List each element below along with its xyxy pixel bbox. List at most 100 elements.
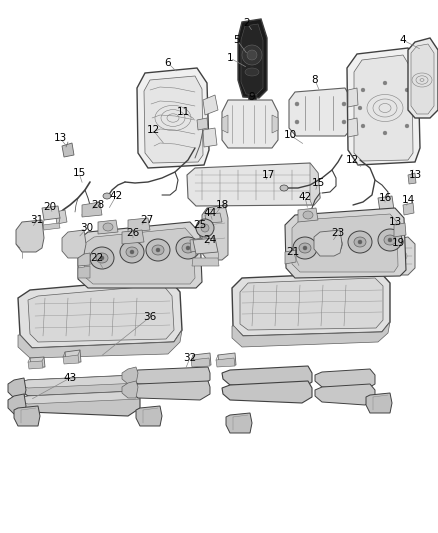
Polygon shape xyxy=(238,19,267,98)
Text: 9: 9 xyxy=(249,92,255,102)
Text: 21: 21 xyxy=(286,247,300,257)
Ellipse shape xyxy=(176,237,200,259)
Ellipse shape xyxy=(201,224,209,232)
Polygon shape xyxy=(98,220,118,234)
Polygon shape xyxy=(315,384,375,405)
Polygon shape xyxy=(43,223,60,230)
Polygon shape xyxy=(285,208,406,278)
Ellipse shape xyxy=(328,242,332,246)
Text: 30: 30 xyxy=(81,223,94,233)
Ellipse shape xyxy=(342,102,346,106)
Text: 13: 13 xyxy=(389,217,402,227)
Polygon shape xyxy=(144,76,203,163)
Text: 15: 15 xyxy=(311,178,325,188)
Ellipse shape xyxy=(182,243,194,253)
Polygon shape xyxy=(42,206,60,220)
Polygon shape xyxy=(383,237,415,275)
Polygon shape xyxy=(78,222,202,288)
Polygon shape xyxy=(347,48,420,165)
Ellipse shape xyxy=(120,241,144,263)
Polygon shape xyxy=(20,375,140,388)
Polygon shape xyxy=(20,391,140,416)
Ellipse shape xyxy=(361,124,365,128)
Text: 36: 36 xyxy=(143,312,157,322)
Text: 26: 26 xyxy=(127,228,140,238)
Polygon shape xyxy=(192,258,219,266)
Ellipse shape xyxy=(245,68,259,76)
Ellipse shape xyxy=(299,243,311,253)
Polygon shape xyxy=(376,218,392,232)
Text: 19: 19 xyxy=(392,238,405,248)
Polygon shape xyxy=(354,55,413,161)
Polygon shape xyxy=(78,253,90,266)
Polygon shape xyxy=(132,381,210,400)
Polygon shape xyxy=(82,202,102,217)
Ellipse shape xyxy=(146,239,170,261)
Polygon shape xyxy=(187,163,320,206)
Text: 4: 4 xyxy=(400,35,406,45)
Text: 10: 10 xyxy=(283,130,297,140)
Polygon shape xyxy=(137,68,209,168)
Text: 42: 42 xyxy=(110,191,123,201)
Text: 12: 12 xyxy=(146,125,159,135)
Polygon shape xyxy=(78,266,90,278)
Ellipse shape xyxy=(383,131,387,135)
Polygon shape xyxy=(248,95,257,103)
Text: 42: 42 xyxy=(298,192,311,202)
Ellipse shape xyxy=(100,256,104,260)
Polygon shape xyxy=(16,220,44,252)
Polygon shape xyxy=(222,366,312,388)
Polygon shape xyxy=(62,143,74,157)
Polygon shape xyxy=(20,375,140,400)
Polygon shape xyxy=(222,115,228,133)
Polygon shape xyxy=(392,220,403,233)
Text: 8: 8 xyxy=(312,75,318,85)
Polygon shape xyxy=(28,285,174,342)
Text: 12: 12 xyxy=(346,155,359,165)
Text: 14: 14 xyxy=(401,195,415,205)
Ellipse shape xyxy=(103,223,113,231)
Polygon shape xyxy=(84,228,195,284)
Polygon shape xyxy=(222,100,278,148)
Polygon shape xyxy=(132,367,210,386)
Ellipse shape xyxy=(342,120,346,124)
Text: 18: 18 xyxy=(215,200,229,210)
Polygon shape xyxy=(292,214,398,272)
Polygon shape xyxy=(62,230,86,258)
Polygon shape xyxy=(232,272,390,336)
Ellipse shape xyxy=(152,245,164,255)
Text: 1: 1 xyxy=(227,53,233,63)
Ellipse shape xyxy=(130,250,134,254)
Polygon shape xyxy=(348,118,358,137)
Polygon shape xyxy=(411,44,434,114)
Polygon shape xyxy=(240,278,383,330)
Polygon shape xyxy=(203,128,217,147)
Text: 5: 5 xyxy=(234,35,240,45)
Ellipse shape xyxy=(280,185,288,191)
Ellipse shape xyxy=(295,102,299,106)
Text: 44: 44 xyxy=(203,208,217,218)
Ellipse shape xyxy=(378,229,402,251)
Ellipse shape xyxy=(408,106,412,110)
Ellipse shape xyxy=(361,88,365,92)
Polygon shape xyxy=(202,205,228,260)
Ellipse shape xyxy=(126,247,138,257)
Polygon shape xyxy=(289,88,352,136)
Text: 16: 16 xyxy=(378,193,392,203)
Polygon shape xyxy=(122,367,138,384)
Polygon shape xyxy=(348,88,358,107)
Polygon shape xyxy=(378,196,394,212)
Ellipse shape xyxy=(318,233,342,255)
Ellipse shape xyxy=(405,124,409,128)
Text: 23: 23 xyxy=(332,228,345,238)
Ellipse shape xyxy=(384,199,392,205)
Text: 2: 2 xyxy=(244,18,250,28)
Polygon shape xyxy=(241,24,263,95)
Polygon shape xyxy=(366,393,392,413)
Polygon shape xyxy=(18,278,182,348)
Polygon shape xyxy=(8,394,26,414)
Ellipse shape xyxy=(295,120,299,124)
Text: 27: 27 xyxy=(140,215,154,225)
Polygon shape xyxy=(272,115,278,133)
Text: 6: 6 xyxy=(165,58,171,68)
